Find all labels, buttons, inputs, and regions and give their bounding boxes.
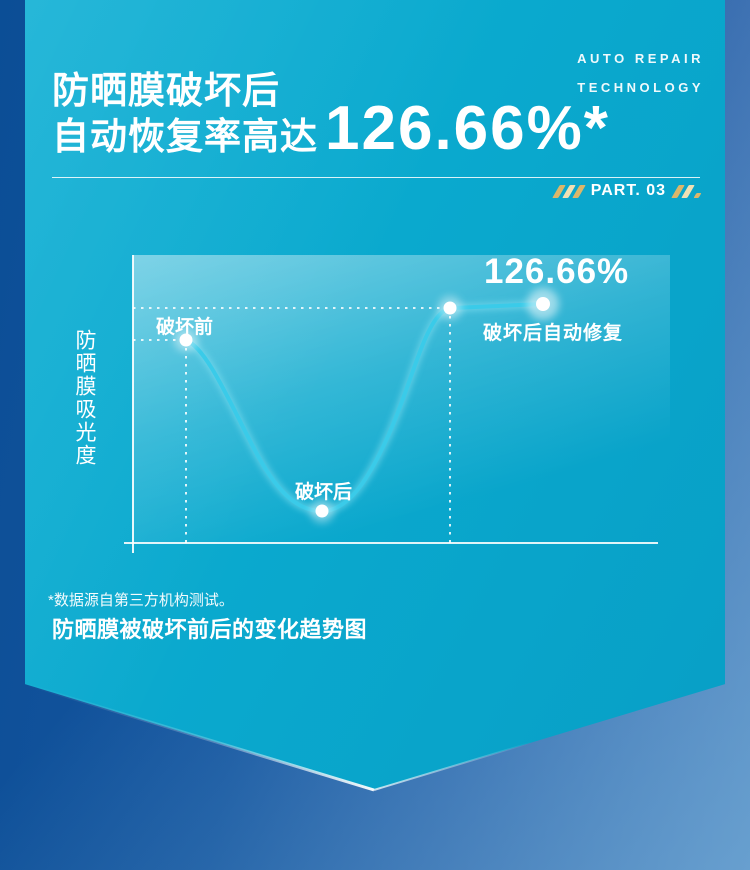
- y-axis-label: 防晒膜吸光度: [73, 329, 96, 467]
- label-after-damage: 破坏后: [295, 482, 353, 503]
- brand-line2: TECHNOLOGY: [577, 80, 704, 95]
- headline-line2: 自动恢复率高达 126.66%*: [52, 96, 610, 161]
- part-badge: PART. 03: [551, 182, 702, 200]
- hazard-stripes-icon: [671, 184, 702, 198]
- part-label: PART. 03: [590, 182, 666, 199]
- label-recovery-rate: 126.66%: [484, 252, 630, 291]
- brand-wordmark: AUTO REPAIR TECHNOLOGY: [577, 44, 704, 102]
- headline-line1: 防晒膜破坏后: [52, 70, 280, 111]
- hazard-stripes-icon: [551, 184, 586, 198]
- chart-caption: 防晒膜被破坏前后的变化趋势图: [52, 617, 368, 642]
- headline-prefix: 自动恢复率高达: [52, 116, 318, 157]
- label-before-damage: 破坏前: [156, 317, 214, 338]
- footnote: *数据源自第三方机构测试。: [48, 592, 234, 609]
- label-auto-repair: 破坏后自动修复: [483, 323, 624, 344]
- divider-line: [52, 177, 700, 178]
- headline-value: 126.66%*: [325, 94, 610, 163]
- brand-line1: AUTO REPAIR: [577, 51, 704, 66]
